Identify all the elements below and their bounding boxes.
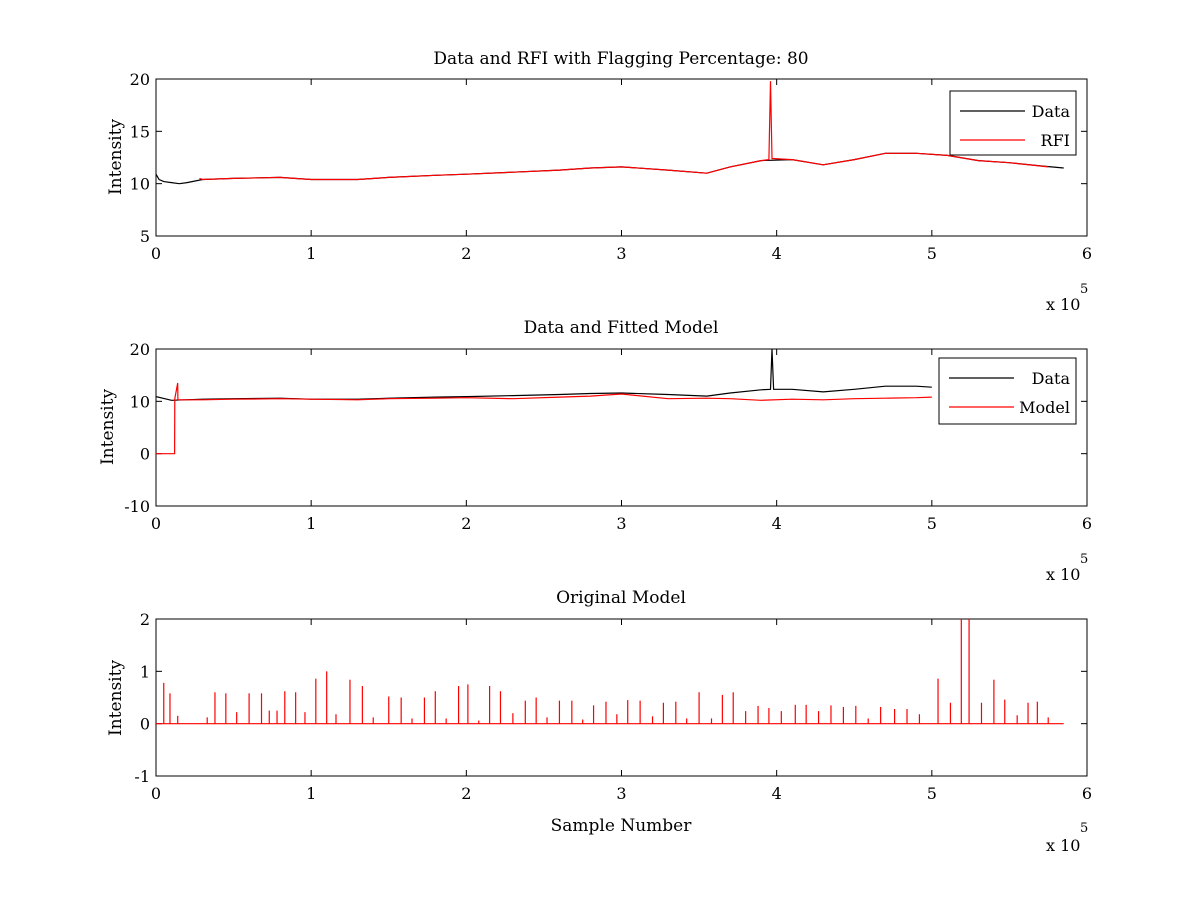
x-tick-label: 1 [306, 514, 316, 533]
subplot-data-rfi: Data and RFI with Flagging Percentage: 8… [106, 49, 1092, 314]
x-axis-exponent: x 10 [1046, 295, 1080, 314]
legend-label: RFI [1041, 131, 1070, 150]
legend: Data RFI [949, 90, 1077, 156]
plot-title: Data and Fitted Model [524, 318, 719, 338]
x-tick-label: 3 [616, 514, 626, 533]
x-tick-label: 6 [1082, 244, 1092, 263]
x-tick-label: 2 [461, 514, 471, 533]
axes-frame [155, 348, 1088, 507]
y-tick-label: 10 [130, 392, 150, 411]
y-tick-label: 5 [140, 227, 150, 246]
plot-title: Original Model [556, 588, 686, 608]
x-tick-label: 2 [461, 784, 471, 803]
x-tick-label: 6 [1082, 784, 1092, 803]
y-tick-label: 20 [130, 70, 150, 89]
legend-box [938, 357, 1077, 425]
y-axis-label: Intensity [106, 660, 126, 736]
y-axis-label: Intensity [106, 119, 126, 195]
legend-label: Model [1019, 398, 1070, 417]
y-tick-label: -1 [134, 767, 150, 786]
x-tick-label: 6 [1082, 514, 1092, 533]
y-tick-label: 10 [130, 175, 150, 194]
subplot-original-model: Original Model Intensity Sample Number x… [106, 588, 1092, 855]
x-axis-exponent: x 10 [1046, 565, 1080, 584]
x-tick-label: 4 [772, 244, 782, 263]
x-tick-label: 2 [461, 244, 471, 263]
y-tick-label: 15 [130, 122, 150, 141]
plot-title: Data and RFI with Flagging Percentage: 8… [433, 49, 808, 69]
y-tick-label: 0 [140, 715, 150, 734]
x-tick-label: 5 [927, 784, 937, 803]
legend: Data Model [938, 357, 1077, 425]
x-tick-label: 4 [772, 784, 782, 803]
legend-label: Data [1032, 102, 1071, 121]
legend-label: Data [1032, 369, 1071, 388]
x-tick-label: 3 [616, 244, 626, 263]
x-tick-label: 0 [151, 784, 161, 803]
x-tick-label: 4 [772, 514, 782, 533]
series-line-rfi [199, 81, 1049, 181]
x-tick-label: 5 [927, 244, 937, 263]
y-tick-label: 0 [140, 445, 150, 464]
x-tick-label: 1 [306, 784, 316, 803]
x-axis-exponent-power: 5 [1080, 282, 1088, 297]
series-line-model [156, 382, 932, 455]
legend-box [949, 90, 1077, 156]
x-tick-label: 5 [927, 514, 937, 533]
x-tick-label: 0 [151, 244, 161, 263]
x-axis-label: Sample Number [551, 816, 693, 836]
y-tick-label: 1 [140, 662, 150, 681]
x-axis-exponent-power: 5 [1080, 552, 1088, 567]
axes-frame [155, 618, 1088, 777]
x-axis-exponent-power: 5 [1080, 821, 1088, 836]
subplot-data-model: Data and Fitted Model Intensity x 10 5 0… [98, 318, 1092, 584]
x-tick-label: 3 [616, 784, 626, 803]
x-tick-label: 1 [306, 244, 316, 263]
y-tick-label: 20 [130, 340, 150, 359]
axes-frame [155, 78, 1088, 237]
y-axis-label: Intensity [98, 389, 118, 465]
x-tick-label: 0 [151, 514, 161, 533]
y-tick-label: -10 [124, 497, 150, 516]
y-tick-label: 2 [140, 610, 150, 629]
x-axis-exponent: x 10 [1046, 836, 1080, 855]
